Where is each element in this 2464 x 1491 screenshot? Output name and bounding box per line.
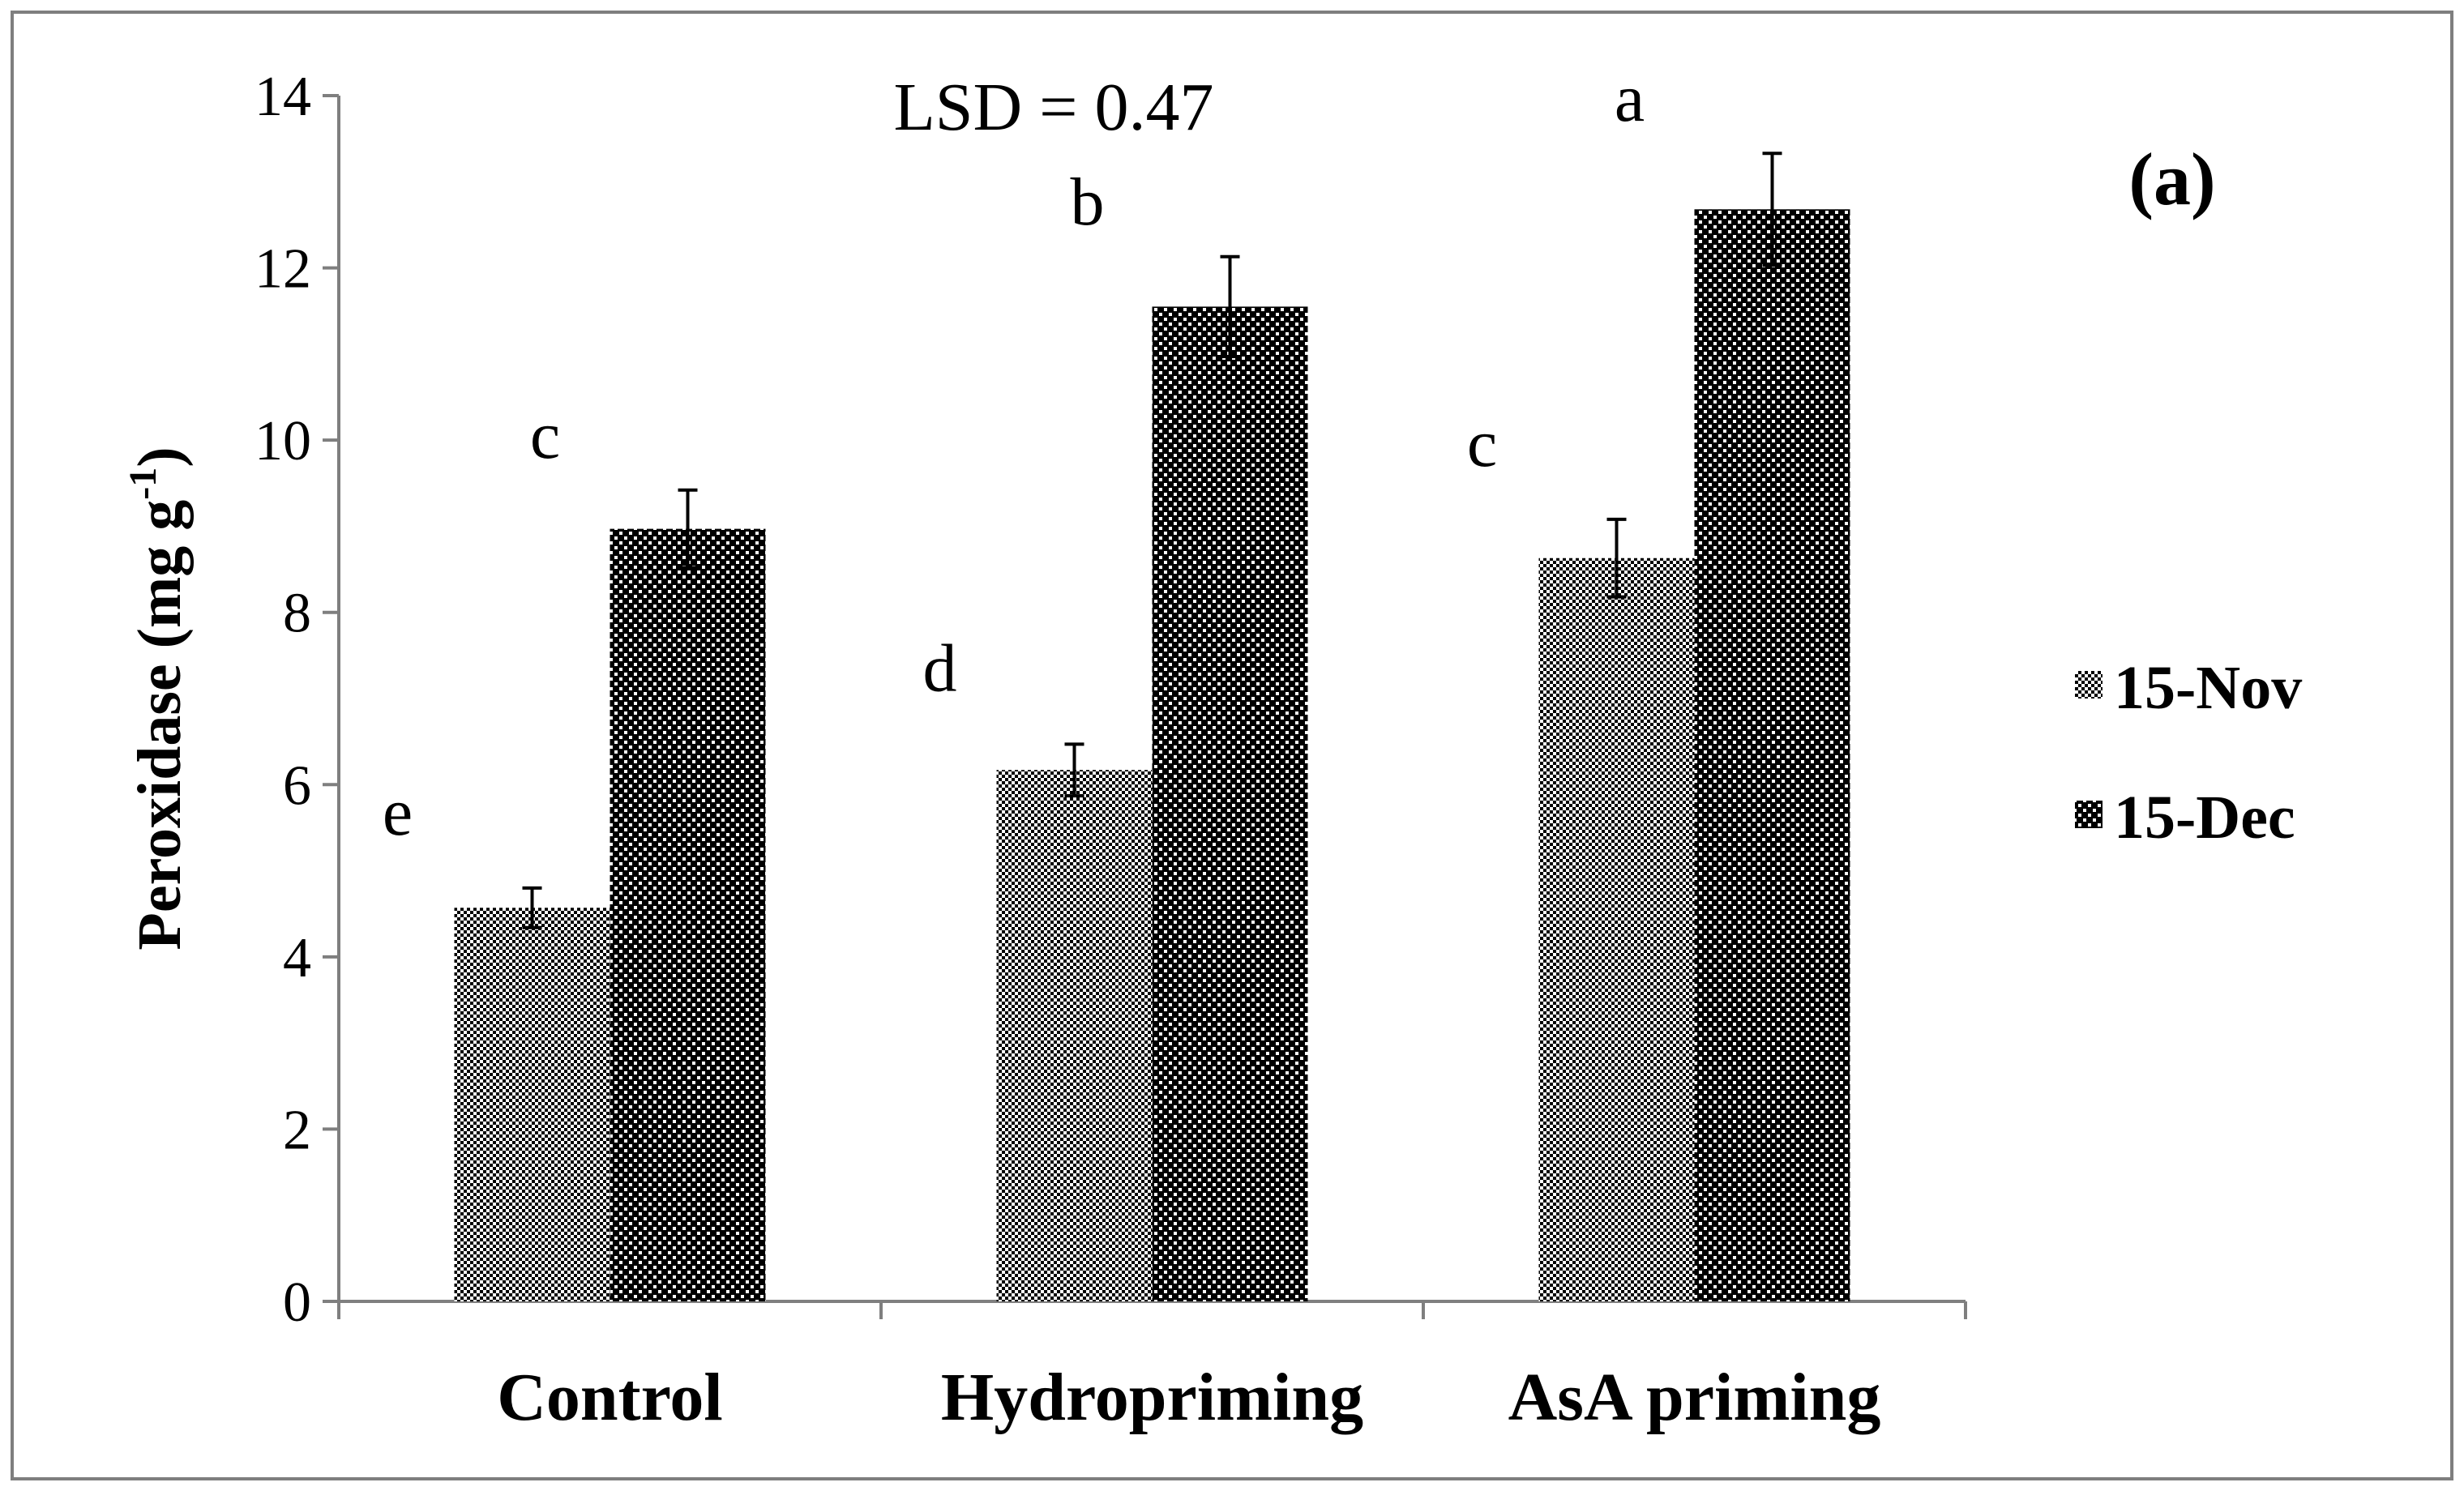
y-tick-label: 2 [283,1099,311,1161]
significance-letter: b [1071,164,1105,240]
y-tick-label: 8 [283,583,311,645]
category-label: Hydropriming [941,1360,1363,1435]
significance-letter: d [923,630,957,706]
y-tick-label: 10 [255,410,311,472]
significance-letters: e c d b c a [383,61,1645,850]
bar-dec [1152,306,1308,1301]
category-label: Control [497,1360,722,1435]
error-bars [522,152,1782,929]
lsd-annotation: LSD = 0.47 [893,70,1213,145]
significance-letter: c [530,398,560,473]
category-label: AsA priming [1508,1360,1881,1435]
legend-label-dec: 15-Dec [2114,784,2295,852]
significance-letter: e [383,775,413,850]
category-labels: Control Hydropriming AsA priming [497,1360,1880,1435]
y-tick-label: 14 [255,66,311,128]
legend: 15-Nov 15-Dec [2075,654,2302,852]
legend-swatch-dec [2075,801,2103,828]
panel-label: (a) [2128,138,2215,220]
y-tick-label: 6 [283,754,311,817]
y-axis-title-main: Peroxidase (mg g [126,500,194,951]
y-tick-label: 12 [255,238,311,301]
bar-nov [1538,558,1695,1301]
bar-dec [1694,209,1850,1302]
significance-letter: c [1467,406,1497,481]
y-tick-label: 0 [283,1271,311,1334]
bar-nov [454,908,610,1301]
y-axis-title-superscript: -1 [122,468,165,500]
bar-nov [996,770,1153,1301]
y-axis-ticks: 0 2 4 6 8 10 12 14 [255,66,339,1334]
legend-swatch-nov [2075,671,2103,699]
bar-dec [610,528,766,1301]
y-tick-label: 4 [283,927,311,989]
bars [454,209,1850,1302]
y-axis-title-close: ) [126,446,194,467]
significance-letter: a [1615,61,1645,136]
x-axis-ticks [337,1301,1967,1319]
y-axis-title: Peroxidase (mg g-1) [122,446,194,950]
legend-label-nov: 15-Nov [2114,654,2302,722]
